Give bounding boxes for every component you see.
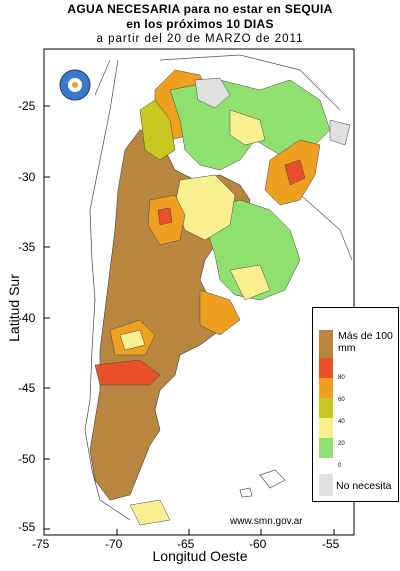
y-tick-label: -45 xyxy=(18,381,36,395)
map-title-line3: a partir del 20 de MARZO de 2011 xyxy=(96,33,304,45)
y-tick-label: -50 xyxy=(18,452,36,466)
y-tick-label: -40 xyxy=(18,311,36,325)
region-no-need-north xyxy=(194,77,231,109)
y-axis-title: Latitud Sur xyxy=(5,274,22,342)
region-center-red xyxy=(157,207,173,226)
region-no-need-northeast xyxy=(329,119,351,146)
y-tick-label: -35 xyxy=(18,240,36,254)
region-north-pale xyxy=(229,109,266,146)
legend-level-label: 20 xyxy=(338,441,345,447)
y-tick-label: -55 xyxy=(18,520,36,534)
legend-level-label: 80 xyxy=(338,375,345,381)
x-axis-ticks xyxy=(43,529,335,535)
source-url: www.smn.gov.ar xyxy=(230,516,303,527)
legend-top-label: Más de 100 mm xyxy=(338,330,393,354)
legend-swatch-80-100 xyxy=(319,358,333,378)
legend-swatch-100plus xyxy=(319,330,333,358)
legend-swatch-20-40 xyxy=(319,418,333,438)
legend-level-label: 0 xyxy=(338,463,342,469)
region-northeast-red xyxy=(284,159,306,186)
x-tick-label: -65 xyxy=(177,537,195,551)
legend-swatch-40-60 xyxy=(319,398,333,418)
legend-level-label: 40 xyxy=(338,419,345,425)
islands xyxy=(239,469,286,498)
x-tick-label: -60 xyxy=(249,537,267,551)
x-tick-label: -70 xyxy=(105,537,123,551)
region-south-pampa-orange xyxy=(199,289,241,336)
x-axis-title: Longitud Oeste xyxy=(152,548,248,564)
region-center-pale xyxy=(229,264,271,301)
region-patagonia-red xyxy=(94,359,161,386)
border-lines-2 xyxy=(94,54,353,261)
region-north-yellowgreen xyxy=(139,99,176,161)
region-patagonia-yellow xyxy=(119,329,146,351)
map-title-line1: AGUA NECESARIA para no estar en SEQUIA xyxy=(67,2,333,16)
legend-level-label: 60 xyxy=(338,397,345,403)
legend-swatch-60-80 xyxy=(319,378,333,398)
legend: Más de 100 mm 80 60 40 20 0 No necesita xyxy=(312,307,399,502)
map-title-line2: en los próximos 10 DIAS xyxy=(126,17,274,31)
map-frame xyxy=(43,48,355,536)
y-tick-label: -30 xyxy=(18,170,36,184)
y-tick-label: -25 xyxy=(18,99,36,113)
legend-bottom-label: No necesita xyxy=(336,480,392,492)
x-tick-label: -75 xyxy=(32,537,50,551)
y-axis-ticks xyxy=(44,105,50,530)
region-south-tip-yellow xyxy=(129,499,171,526)
legend-swatch-0-20 xyxy=(319,438,333,458)
legend-swatch-no-need xyxy=(319,474,333,496)
x-tick-label: -55 xyxy=(322,537,340,551)
border-lines xyxy=(84,59,131,521)
